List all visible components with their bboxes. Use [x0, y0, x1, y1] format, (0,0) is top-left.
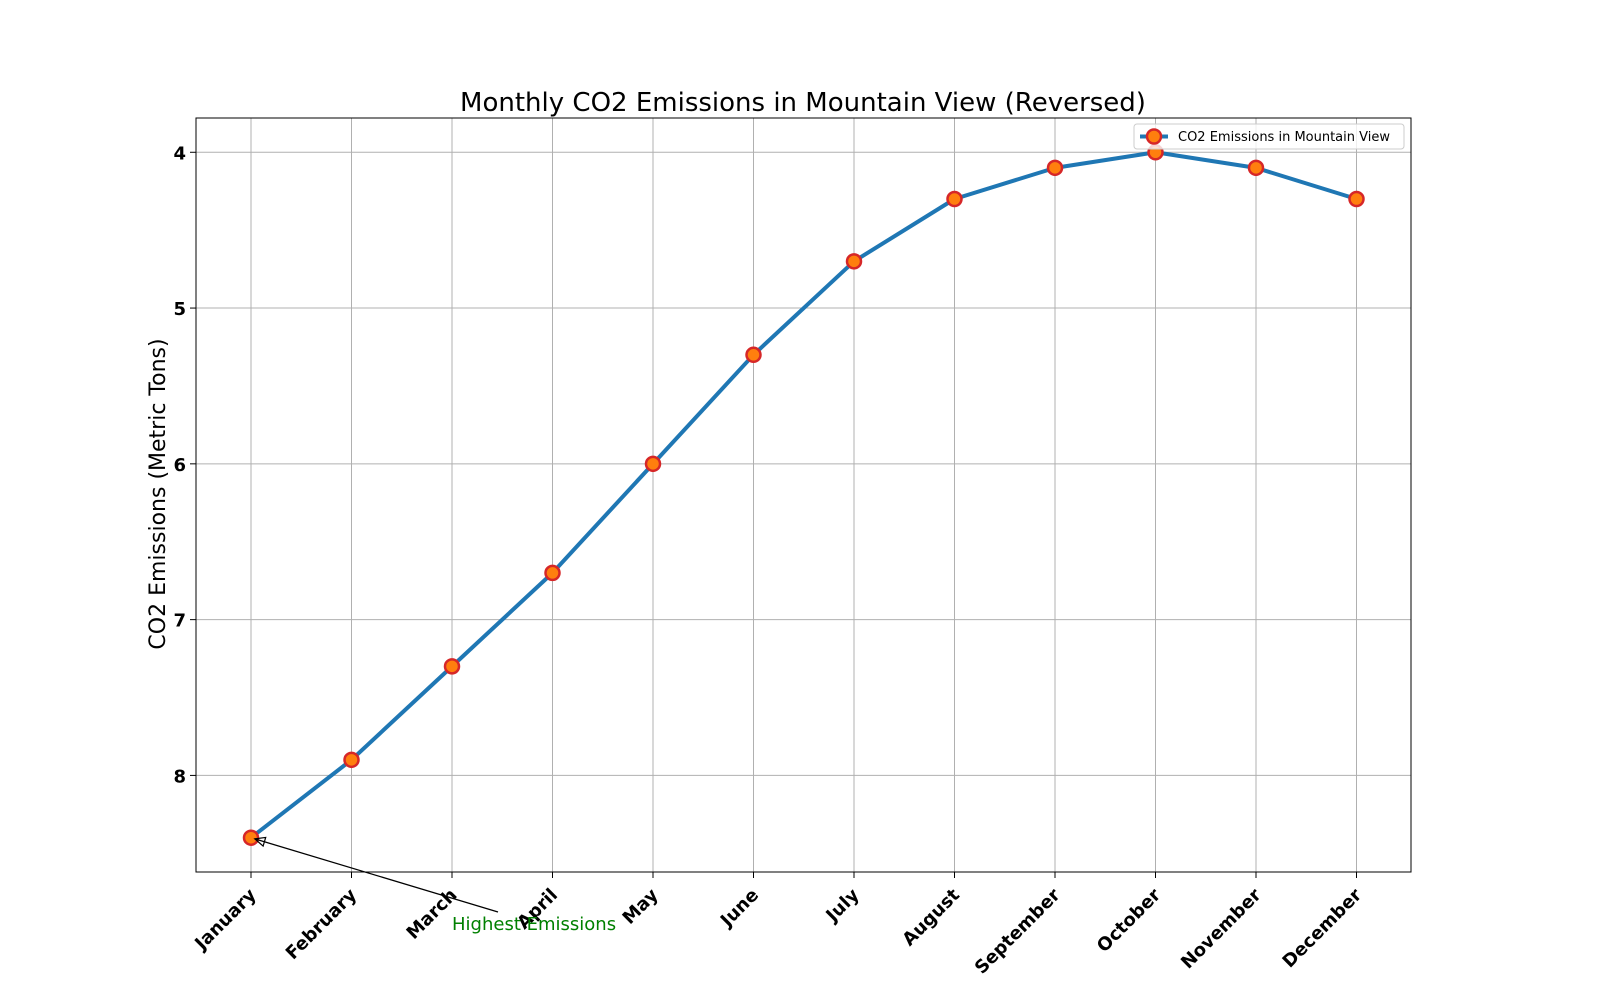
- legend-marker-swatch: [1145, 128, 1163, 145]
- y-tick-label: 6: [173, 455, 186, 476]
- y-tick-label: 8: [173, 766, 186, 787]
- annotation-arrow-head: [253, 836, 267, 848]
- data-point: [343, 751, 360, 769]
- x-tick-label: February: [282, 884, 361, 963]
- data-point: [946, 190, 963, 208]
- legend-label: CO2 Emissions in Mountain View: [1178, 130, 1390, 145]
- legend: CO2 Emissions in Mountain View: [1133, 123, 1405, 150]
- data-point: [845, 253, 863, 270]
- series-layer: [242, 144, 1365, 846]
- annotation-label: Highest Emissions: [452, 914, 616, 935]
- x-tick-label: November: [1177, 885, 1266, 974]
- annotation-arrow-line: [254, 838, 499, 913]
- x-ticks: January February March April May June July Augu…: [190, 872, 1366, 978]
- x-tick-label: January: [190, 885, 261, 956]
- grid: [196, 118, 1411, 872]
- plot-frame: [195, 117, 1412, 873]
- series-line: [249, 150, 1359, 840]
- data-point: [644, 455, 662, 473]
- x-tick-label: June: [715, 885, 763, 933]
- data-point: [443, 658, 461, 675]
- y-tick-label: 7: [173, 611, 186, 632]
- data-point: [1046, 159, 1064, 177]
- x-tick-label: August: [898, 884, 964, 950]
- y-tick-label: 5: [173, 299, 186, 320]
- y-tick-label: 4: [173, 143, 186, 164]
- y-axis-label: CO2 Emissions (Metric Tons): [146, 338, 171, 649]
- y-ticks: 4 5 6 7 8: [173, 143, 196, 787]
- x-tick-label: September: [971, 885, 1065, 979]
- x-tick-label: December: [1279, 885, 1367, 973]
- x-tick-label: October: [1093, 885, 1165, 957]
- legend-box: [1133, 123, 1405, 150]
- data-point: [242, 829, 260, 846]
- data-point: [745, 346, 762, 364]
- data-point: [544, 564, 561, 582]
- data-point: [1247, 159, 1265, 177]
- chart-title: Monthly CO2 Emissions in Mountain View (…: [460, 88, 1146, 118]
- annotation: Highest Emissions: [253, 836, 616, 935]
- data-point: [1348, 190, 1365, 208]
- x-tick-label: May: [619, 885, 663, 929]
- x-tick-label: July: [821, 885, 864, 928]
